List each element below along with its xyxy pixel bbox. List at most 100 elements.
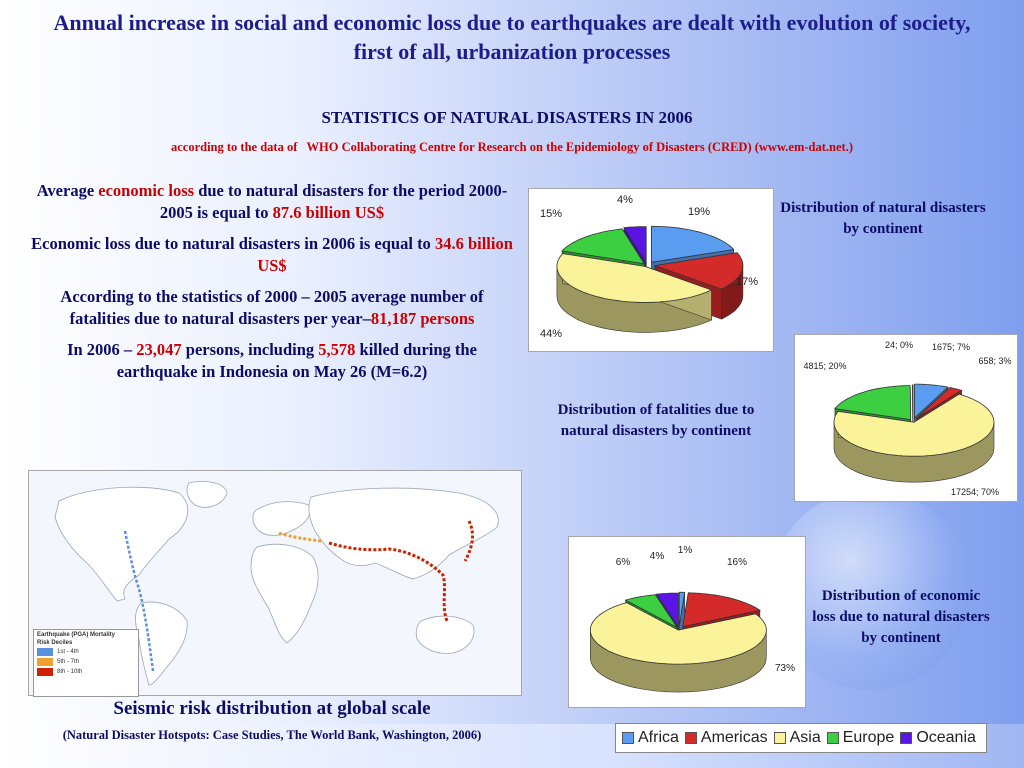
europe-shape: [252, 501, 311, 536]
africa-shape: [250, 543, 319, 644]
fact-highlight: 81,187 persons: [370, 309, 475, 328]
pie-slice-oceania: [912, 384, 914, 419]
pie-slice-oceania: [655, 592, 679, 629]
seismic-risk-belts: [123, 520, 474, 672]
pie-label-asia: 17254; 70%: [951, 487, 999, 497]
source-org: WHO Collaborating Centre for Research on…: [306, 140, 853, 154]
pie-slice-americas: [916, 387, 963, 419]
fact-highlight: 23,047: [136, 340, 182, 359]
pie-slice-europe: [561, 228, 646, 265]
pie-slice-americas: [682, 592, 761, 628]
legend-swatch: [900, 732, 913, 744]
pie-slice-europe: [624, 594, 678, 628]
chart-legend: Africa Americas Asia Europe Oceania: [615, 723, 987, 753]
legend-label: Americas: [700, 729, 768, 746]
source-prefix: according to the data of: [170, 140, 298, 154]
pie-label-africa: 1675; 7%: [932, 342, 970, 352]
pie-slice-asia: [556, 253, 713, 303]
fact-2006-loss: Economic loss due to natural disasters i…: [30, 233, 514, 277]
fact-2006-fatalities: In 2006 – 23,047 persons, including 5,57…: [30, 339, 514, 383]
fact-text: due to natural disasters for the period …: [159, 181, 508, 222]
fact-highlight: 87.6 billion US$: [272, 203, 385, 222]
south-america-shape: [135, 601, 188, 686]
pie-label-americas: 658; 3%: [978, 356, 1011, 366]
pie-slice-africa: [914, 383, 949, 420]
fact-text: Economic loss due to natural disasters i…: [31, 234, 435, 253]
legend-item-label: 5th - 7th: [57, 659, 80, 665]
fact-text: persons, including: [181, 340, 319, 359]
legend-americas: Americas: [684, 729, 768, 747]
legend-swatch: [37, 648, 53, 656]
map-legend-item: 8th - 10th: [37, 668, 135, 676]
fact-highlight: 34.6 billion US$: [257, 234, 513, 275]
chart-panel-fatalities: 1675; 7% 658; 3% 17254; 70% 4815; 20% 24; 0%: [794, 334, 1018, 502]
world-map-graphic: [54, 481, 499, 686]
pie-slice-americas: [654, 252, 744, 290]
legend-asia: Asia: [773, 729, 821, 747]
pie-chart-economic-loss: 1% 16% 73% 6% 4%: [590, 545, 795, 693]
pie-label-asia: 73%: [775, 663, 795, 674]
pie-slice-africa: [678, 591, 686, 627]
greenland-shape: [186, 481, 228, 508]
asia-shape: [308, 487, 499, 580]
chart-panel-disasters: 19% 17% 44% 15% 4%: [528, 188, 774, 352]
fact-text: In 2006 –: [67, 340, 137, 359]
legend-swatch: [826, 732, 839, 744]
legend-africa: Africa: [622, 729, 679, 747]
stats-heading: STATISTICS OF NATURAL DISASTERS IN 2006: [321, 108, 693, 127]
chart-panel-economic-loss: 1% 16% 73% 6% 4%: [568, 536, 806, 708]
fact-text: Average: [36, 181, 99, 200]
map-legend-title: Earthquake (PGA) Mortality: [37, 632, 116, 638]
legend-item-label: 8th - 10th: [57, 669, 83, 675]
pie-label-americas: 16%: [727, 557, 747, 568]
caption-disasters: Distribution of natural disasters by con…: [780, 200, 986, 237]
world-map: Earthquake (PGA) Mortality Risk Deciles …: [28, 470, 522, 697]
pie-slice-oceania: [623, 226, 647, 264]
caption-economic-loss: Distribution of economic loss due to nat…: [812, 588, 990, 646]
north-america-shape: [54, 486, 188, 602]
pie-label-americas: 17%: [736, 276, 758, 288]
legend-label: Asia: [789, 729, 821, 746]
map-legend-item: 1st - 4th: [37, 648, 135, 656]
legend-swatch: [684, 732, 697, 744]
legend-swatch: [622, 732, 634, 744]
fact-highlight: economic loss: [98, 181, 195, 200]
legend-swatch: [37, 658, 53, 666]
pie-label-oceania: 4%: [650, 551, 665, 562]
legend-swatch: [37, 668, 53, 676]
pie-label-europe: 15%: [540, 208, 562, 220]
pie-label-europe: 6%: [616, 557, 631, 568]
pie-label-africa: 1%: [678, 545, 693, 556]
caption-fatalities: Distribution of fatalities due to natura…: [557, 402, 755, 439]
legend-swatch: [773, 732, 786, 744]
reference-text: (Natural Disaster Hotspots: Case Studies…: [62, 728, 482, 742]
pie-slice-europe: [834, 385, 912, 421]
australia-shape: [415, 615, 475, 654]
map-legend-item: 5th - 7th: [37, 658, 135, 666]
legend-europe: Europe: [826, 729, 895, 747]
pie-slice-asia: [833, 393, 995, 457]
fact-average-loss: Average economic loss due to natural dis…: [30, 180, 514, 224]
map-legend-subtitle: Risk Deciles: [37, 640, 73, 646]
legend-label: Oceania: [916, 729, 976, 746]
pie-chart-disasters: 19% 17% 44% 15% 4%: [540, 194, 758, 340]
legend-oceania: Oceania: [900, 729, 976, 747]
legend-label: Africa: [638, 729, 679, 746]
pie-label-asia: 44%: [540, 328, 562, 340]
pie-label-oceania: 4%: [617, 194, 633, 206]
map-legend: Earthquake (PGA) Mortality Risk Deciles …: [33, 629, 139, 697]
fact-text: killed during the earthquake in Indonesi…: [116, 340, 477, 381]
legend-label: Europe: [842, 729, 895, 746]
pie-label-africa: 19%: [688, 206, 710, 218]
pie-slice-asia: [590, 602, 767, 665]
pie-chart-fatalities: 1675; 7% 658; 3% 17254; 70% 4815; 20% 24; 0%: [803, 340, 1011, 497]
map-caption: Seismic risk distribution at global scal…: [113, 698, 431, 719]
legend-item-label: 1st - 4th: [57, 649, 79, 655]
fact-highlight: 5,578: [318, 340, 356, 359]
facts-block: Average economic loss due to natural dis…: [30, 180, 514, 392]
fact-text: According to the statistics of 2000 – 20…: [60, 287, 484, 328]
slide-title: Annual increase in social and economic l…: [53, 10, 971, 64]
pie-label-europe: 4815; 20%: [803, 361, 846, 371]
pie-slice-africa: [651, 225, 735, 263]
pie-label-oceania: 24; 0%: [885, 340, 913, 350]
